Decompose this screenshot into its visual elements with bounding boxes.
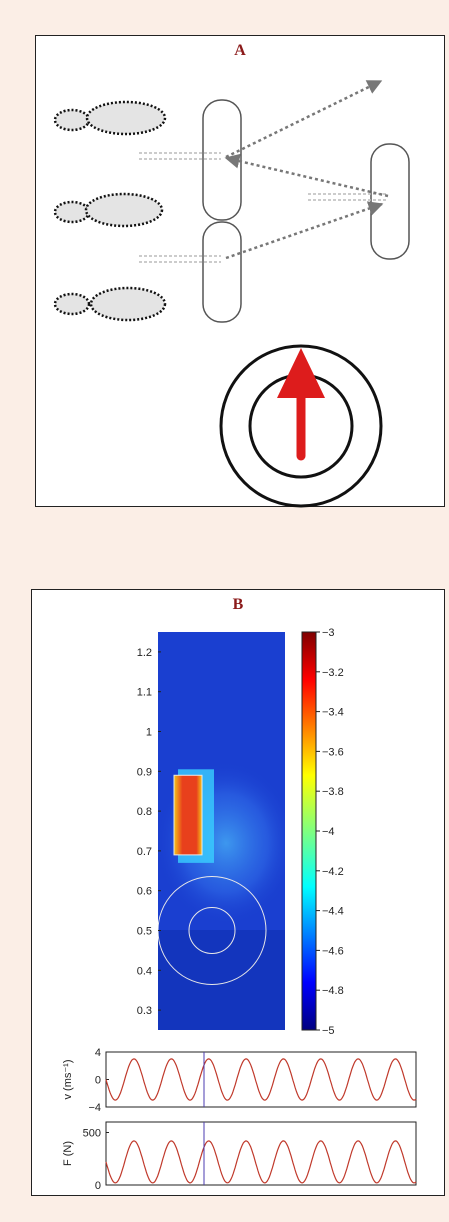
- plot-force-series-line: [105, 1140, 417, 1184]
- colorbar-tick-label-3: −3.6: [322, 746, 344, 758]
- heatmap-y-tick-label-0: 0.3: [137, 1005, 152, 1017]
- unit-right: [370, 143, 410, 260]
- red-arrow-icon: [277, 348, 325, 461]
- panel-b-charts: 0.3 0.4 0.5 0.6 0.7 0.8 0.9 1 1.1 1.2 −3 −3.2 −3.4 −3…: [62, 627, 417, 1192]
- colorbar-tick-label-6: −4.2: [322, 866, 344, 878]
- heatmap-y-tick-label-5: 0.8: [137, 806, 152, 818]
- panel-a-diagram: [53, 79, 410, 508]
- source-pair-bottom: [53, 286, 167, 322]
- heatmap-y-tick-label-8: 1.1: [137, 687, 152, 699]
- heatmap-y-tick-label-4: 0.7: [137, 846, 152, 858]
- source-pair-top: [53, 100, 167, 136]
- heatmap-field: [158, 632, 285, 1030]
- colorbar-tick-label-1: −3.2: [322, 667, 344, 679]
- plot-velocity-y-tick-label-1: 0: [95, 1075, 101, 1087]
- plot-velocity-y-tick-label-0: 4: [95, 1047, 101, 1059]
- plot-velocity-y-label: v (ms⁻¹): [62, 1059, 74, 1099]
- heatmap-y-tick-label-2: 0.5: [137, 926, 152, 938]
- colorbar-tick-label-2: −3.4: [322, 707, 344, 719]
- colorbar: [301, 631, 317, 1031]
- panel-a-label: A: [234, 42, 246, 59]
- colorbar-tick-label-0: −3: [322, 627, 335, 639]
- plot-velocity-frame: [105, 1051, 417, 1108]
- unit-upper: [202, 99, 242, 221]
- colorbar-tick-label-9: −4.8: [322, 985, 344, 997]
- panel-b-label: B: [232, 596, 244, 613]
- panel-a: A: [35, 35, 445, 508]
- plot-force-y-tick-label-1: 0: [95, 1180, 101, 1192]
- input-strips: [139, 152, 388, 263]
- hot-spot-outline: [173, 774, 203, 856]
- heatmap-y-tick-label-1: 0.4: [137, 965, 152, 977]
- unit-lower: [202, 221, 242, 323]
- plot-force-frame: [105, 1121, 417, 1186]
- colorbar-tick-label-4: −3.8: [322, 786, 344, 798]
- plot-force-y-tick-label-0: 500: [83, 1128, 101, 1140]
- connection-arrows: [224, 79, 389, 260]
- heatmap-lower-shade: [158, 930, 285, 1030]
- heatmap-y-tick-label-7: 1: [146, 727, 152, 739]
- panel-b: B 0.3 0.4 0.5 0.6 0.7 0.8 0.9 1 1.1 1.2 −3 −3.2 −3.4…: [31, 589, 445, 1196]
- plot-velocity-series-line: [105, 1058, 417, 1101]
- colorbar-tick-label-7: −4.4: [322, 906, 344, 918]
- plot-velocity-y-tick-label-2: −4: [88, 1102, 101, 1114]
- heatmap-y-tick-label-9: 1.2: [137, 647, 152, 659]
- plot-force-y-label: F (N): [62, 1141, 74, 1166]
- colorbar-tick-label-8: −4.6: [322, 945, 344, 957]
- colorbar-tick-label-10: −5: [322, 1025, 335, 1037]
- heatmap-y-tick-label-3: 0.6: [137, 886, 152, 898]
- heatmap-hot-spot: [174, 775, 202, 855]
- inner-ring-overlay: [188, 907, 236, 954]
- colorbar-tick-label-5: −4: [322, 826, 335, 838]
- outer-ring-overlay: [158, 876, 267, 985]
- source-pair-middle: [53, 192, 164, 228]
- heatmap-y-tick-label-6: 0.9: [137, 766, 152, 778]
